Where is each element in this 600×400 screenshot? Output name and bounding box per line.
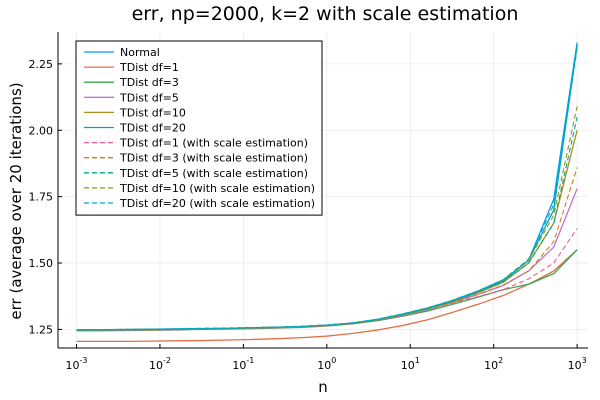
x-tick-label: 102 [484,356,503,372]
legend-label: TDist df=20 (with scale estimation) [119,197,315,210]
y-tick-label: 1.75 [29,191,54,204]
series-line [76,47,578,331]
x-tick-label: 100 [317,356,336,372]
series-lines [76,42,578,343]
legend-label: TDist df=5 [119,91,179,104]
y-tick-label: 1.25 [29,323,54,336]
legend-label: TDist df=3 (with scale estimation) [119,152,308,165]
legend-label: TDist df=20 [119,122,186,135]
x-tick-label: 10-3 [66,356,88,372]
chart-title: err, np=2000, k=2 with scale estimation [132,3,519,25]
x-tick-label: 103 [568,356,587,372]
x-tick-label: 10-2 [149,356,171,372]
legend-label: TDist df=1 [119,61,179,74]
x-tick-label: 10-1 [232,356,254,372]
legend: Normal TDist df=1 TDist df=3 TDist df=5 TDis… [75,40,323,216]
x-axis-label: n [318,378,328,396]
series-line [76,249,578,343]
legend-label: Normal [120,46,160,59]
legend-label: TDist df=10 (with scale estimation) [119,182,315,195]
legend-label: TDist df=3 [119,76,179,89]
legend-box [75,40,323,216]
y-axis-label: err (average over 20 iterations) [7,82,25,319]
legend-label: TDist df=10 [119,106,186,119]
legend-label: TDist df=1 (with scale estimation) [119,137,308,150]
x-tick-label: 101 [401,356,420,372]
y-tick-label: 2.00 [29,124,54,137]
y-tick-label: 2.25 [29,58,54,71]
axes: 10-3 10-2 10-1 100 101 102 103 1.25 1.50 1.75 2.00… [29,32,588,372]
y-tick-label: 1.50 [29,257,54,270]
legend-label: TDist df=5 (with scale estimation) [119,167,308,180]
